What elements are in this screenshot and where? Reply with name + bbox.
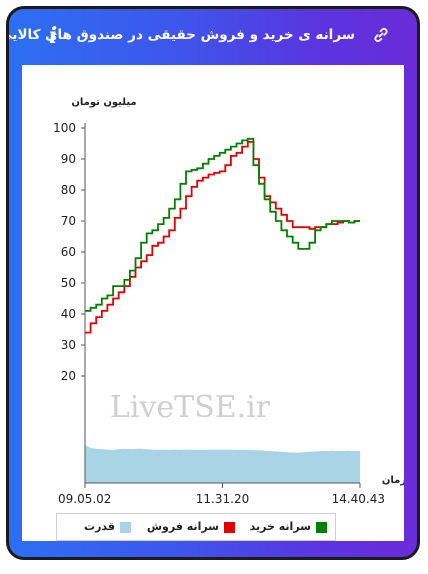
legend-swatch-sell <box>224 522 235 533</box>
legend-label-power: قدرت <box>84 520 115 533</box>
link-icon[interactable] <box>373 27 389 43</box>
series-line-buy <box>85 137 360 312</box>
y-axis-label: میلیون تومان <box>71 97 136 108</box>
chart-card: i سرانه ی خرید و فروش حقیقی در صندوق های… <box>6 6 420 560</box>
power-area <box>85 445 360 483</box>
legend-label-sell: سرانه فروش <box>146 520 219 533</box>
card-header: i سرانه ی خرید و فروش حقیقی در صندوق های… <box>9 9 417 67</box>
legend-item-buy[interactable]: سرانه خرید <box>245 519 327 535</box>
line-chart: LiveTSE.ir 20 30 40 50 60 70 80 90 100 09.05.02 11.… <box>53 97 404 506</box>
y-tick-label: 50 <box>61 276 76 290</box>
y-tick-label: 30 <box>61 338 76 352</box>
legend-item-power[interactable]: قدرت <box>65 519 131 535</box>
y-tick-label: 20 <box>61 369 76 383</box>
y-tick-label: 70 <box>61 214 76 228</box>
y-tick-label: 80 <box>61 183 76 197</box>
x-tick-label: 11.31.20 <box>196 492 249 506</box>
x-tick-label: 09.05.02 <box>58 492 111 506</box>
card-title: سرانه ی خرید و فروش حقیقی در صندوق های ک… <box>6 27 355 43</box>
legend-label-buy: سرانه خرید <box>249 520 311 533</box>
y-tick-label: 60 <box>61 245 76 259</box>
series-line-sell <box>85 141 360 334</box>
legend: سرانه خرید سرانه فروش قدرت <box>56 513 336 541</box>
x-tick-label: 14.40.43 <box>332 492 385 506</box>
chart-panel: LiveTSE.ir 20 30 40 50 60 70 80 90 100 09.05.02 11.… <box>22 65 404 541</box>
y-tick-label: 40 <box>61 307 76 321</box>
y-tick-label: 90 <box>61 152 76 166</box>
legend-swatch-power <box>120 522 131 533</box>
legend-item-sell[interactable]: سرانه فروش <box>147 519 235 535</box>
info-icon[interactable]: i <box>48 23 58 49</box>
x-axis-label: زمان <box>382 475 404 486</box>
legend-swatch-buy <box>316 522 327 533</box>
y-tick-label: 100 <box>53 121 76 135</box>
watermark-text: LiveTSE.ir <box>110 390 271 425</box>
